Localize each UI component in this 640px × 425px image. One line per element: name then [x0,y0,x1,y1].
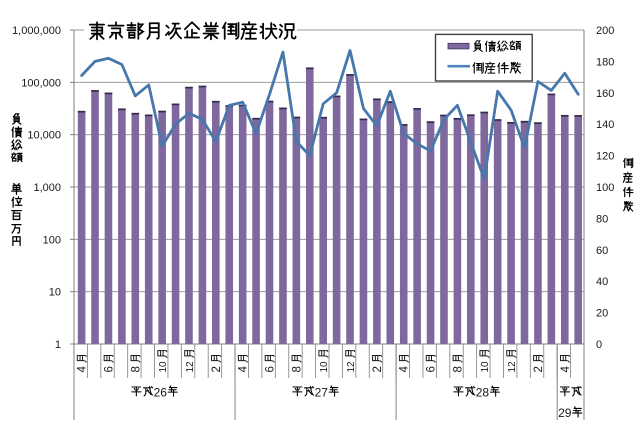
svg-text:2: 2 [211,366,223,372]
svg-text:4: 4 [560,366,572,373]
svg-text:10: 10 [480,361,491,373]
svg-text:26: 26 [154,386,168,400]
svg-text:29: 29 [558,406,572,420]
svg-text:12: 12 [185,361,196,373]
svg-text:6: 6 [426,366,438,372]
svg-text:140: 140 [596,119,614,131]
svg-text:100: 100 [43,234,61,246]
svg-text:8: 8 [452,366,464,372]
svg-text:80: 80 [596,213,608,225]
svg-text:8: 8 [291,366,303,372]
svg-text:4: 4 [77,366,89,373]
svg-text:4: 4 [238,366,250,373]
svg-text:6: 6 [103,366,115,372]
svg-text:100: 100 [596,182,614,194]
svg-text:160: 160 [596,88,614,100]
svg-text:60: 60 [596,245,608,257]
svg-text:12: 12 [346,361,357,373]
svg-text:6: 6 [265,366,277,372]
svg-text:10: 10 [319,361,330,373]
svg-text:10,000: 10,000 [27,130,61,142]
svg-text:10: 10 [158,361,169,373]
svg-text:200: 200 [596,25,614,37]
svg-text:12: 12 [507,361,518,373]
svg-text:180: 180 [596,56,614,68]
svg-text:100,000: 100,000 [21,77,61,89]
svg-text:2: 2 [372,366,384,372]
svg-text:2: 2 [533,366,545,372]
svg-text:1,000,000: 1,000,000 [12,25,61,37]
svg-text:27: 27 [315,386,329,400]
svg-text:0: 0 [596,339,602,351]
svg-text:4: 4 [399,366,411,373]
svg-text:10: 10 [49,287,61,299]
svg-text:120: 120 [596,151,614,163]
svg-text:8: 8 [130,366,142,372]
svg-text:1: 1 [55,339,61,351]
svg-text:28: 28 [476,386,490,400]
svg-text:1,000: 1,000 [33,182,61,194]
svg-text:40: 40 [596,276,608,288]
svg-text:20: 20 [596,308,608,320]
